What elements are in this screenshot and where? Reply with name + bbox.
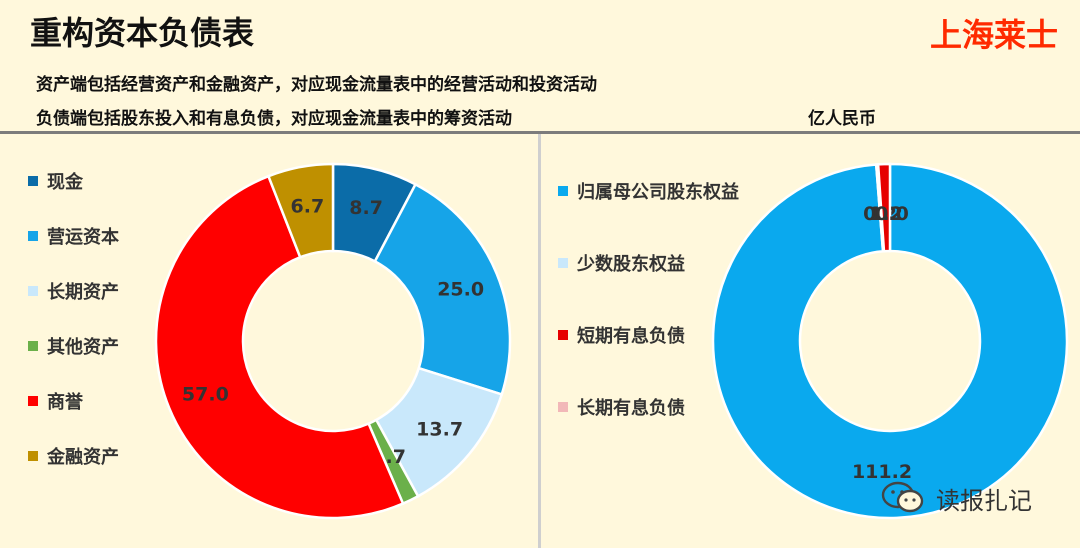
legend-label: 短期有息负债 — [577, 326, 685, 347]
legend-label: 金融资产 — [47, 447, 119, 468]
legend-label: 其他资产 — [47, 337, 119, 358]
legend-label: 少数股东权益 — [577, 254, 685, 275]
legend-label: 现金 — [47, 172, 83, 193]
brand-name: 上海莱士 — [929, 16, 1058, 54]
watermark-text: 读报扎记 — [936, 486, 1032, 515]
legend-item: 短期有息负债 — [558, 322, 685, 348]
slice-金融资产 — [266, 162, 335, 259]
data-label-现金: 8.7 — [349, 197, 383, 219]
page-title: 重构资本负债表 — [30, 14, 255, 52]
legend-label: 归属母公司股东权益 — [577, 182, 739, 203]
legend-label: 长期资产 — [47, 282, 119, 303]
data-label-短期有息负债: 1.2 — [869, 203, 903, 225]
legend-swatch — [558, 330, 568, 340]
legend-item: 长期资产 — [28, 278, 119, 304]
legend-swatch — [28, 451, 38, 461]
wechat-icon — [881, 481, 924, 513]
slice-归属母公司股东权益 — [711, 162, 1069, 520]
unit-label: 亿人民币 — [808, 109, 876, 129]
description-line-2: 负债端包括股东投入和有息负债，对应现金流量表中的筹资活动 — [36, 109, 512, 129]
legend-item: 归属母公司股东权益 — [558, 178, 739, 204]
data-label-长期资产: 13.7 — [416, 419, 463, 441]
legend-item: 现金 — [28, 168, 83, 194]
legend-item: 长期有息负债 — [558, 394, 685, 420]
legend-item: 金融资产 — [28, 443, 119, 469]
legend-item: 少数股东权益 — [558, 250, 685, 276]
slice-短期有息负债 — [876, 162, 892, 253]
legend-item: 商誉 — [28, 388, 83, 414]
data-label-归属母公司股东权益: 111.2 — [852, 461, 912, 483]
slice-商誉 — [154, 174, 405, 520]
legend-swatch — [28, 286, 38, 296]
panel-divider — [538, 134, 541, 548]
legend-swatch — [28, 231, 38, 241]
legend-item: 营运资本 — [28, 223, 119, 249]
legend-swatch — [558, 402, 568, 412]
description-line-1: 资产端包括经营资产和金融资产，对应现金流量表中的经营活动和投资活动 — [36, 75, 597, 95]
data-label-长期有息负债: 0.0 — [875, 203, 909, 225]
legend-swatch — [558, 258, 568, 268]
legend-label: 长期有息负债 — [577, 398, 685, 419]
data-label-营运资本: 25.0 — [437, 279, 484, 301]
legend-label: 营运资本 — [47, 227, 119, 248]
legend-label: 商誉 — [47, 392, 83, 413]
data-label-商誉: 57.0 — [182, 383, 229, 405]
legend-swatch — [28, 341, 38, 351]
slice-营运资本 — [373, 182, 512, 396]
legend-swatch — [558, 186, 568, 196]
header-divider — [0, 131, 1080, 134]
watermark: 读报扎记 — [880, 480, 1032, 516]
legend-swatch — [28, 396, 38, 406]
legend-item: 其他资产 — [28, 333, 119, 359]
legend-swatch — [28, 176, 38, 186]
data-label-金融资产: 6.7 — [291, 195, 325, 217]
